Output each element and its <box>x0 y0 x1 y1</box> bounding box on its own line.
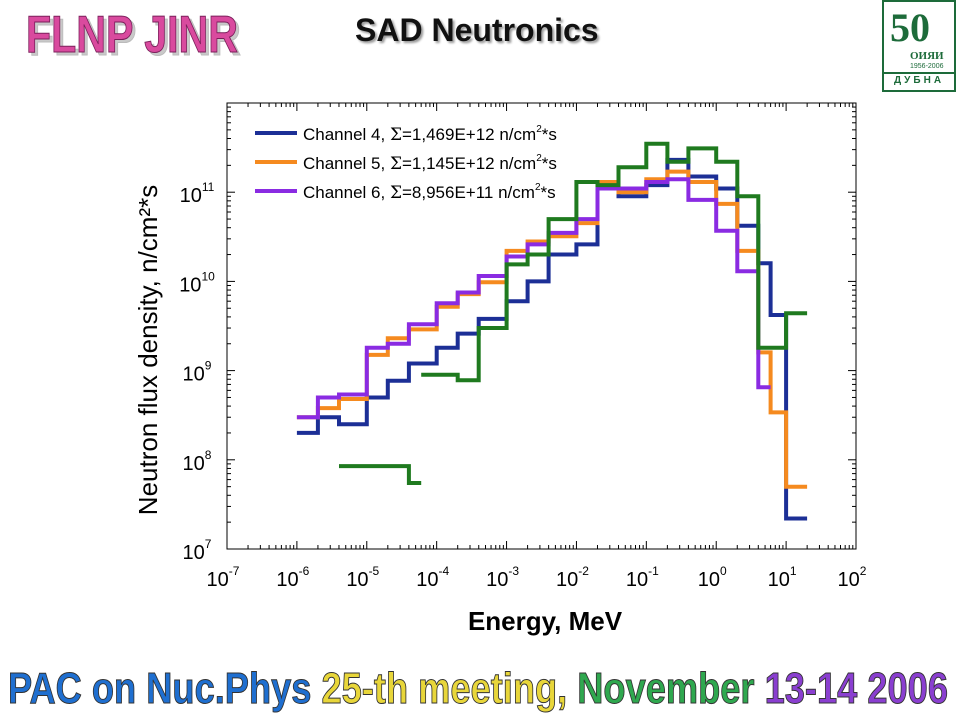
legend-sigma: Σ <box>390 125 402 145</box>
legend-unit: *s <box>541 183 556 202</box>
series-group <box>296 141 808 521</box>
x-tick-exponent: -3 <box>508 564 519 578</box>
legend-channel: Channel 6, <box>303 183 390 202</box>
y-axis-label: Neutron flux density, n/cm²*s <box>133 185 163 515</box>
x-tick-exponent: 0 <box>720 564 727 578</box>
neutron-flux-chart: 10-7 10-6 10-5 10-4 10-3 10-2 10-1 100 101 102 10… <box>133 102 867 636</box>
x-tick-exponent: -1 <box>648 564 659 578</box>
legend-channel: Channel 5, <box>303 154 390 173</box>
x-tick-label: 10-6 <box>276 564 309 591</box>
x-tick-label: 10-7 <box>207 564 240 591</box>
legend-value: =1,145E+12 n/cm <box>402 154 536 173</box>
x-axis-label: Energy, MeV <box>468 606 623 636</box>
y-tick-label: 1011 <box>180 180 215 207</box>
x-tick-label: 10-1 <box>626 564 659 591</box>
x-tick-labels: 10-7 10-6 10-5 10-4 10-3 10-2 10-1 100 101 102 <box>207 564 867 591</box>
x-tick-label: 102 <box>838 564 867 591</box>
y-tick-label: 1010 <box>179 269 215 296</box>
x-tick-label: 101 <box>768 564 797 591</box>
y-tick-exponent: 7 <box>205 537 212 551</box>
jinr-50-anniversary-logo: 50 ОИЯИ 1956-2006 ДУБНА <box>882 0 956 92</box>
legend-entry: Channel 4, Σ=1,469E+12 n/cm2*s <box>303 124 557 145</box>
footer-banner: PAC on Nuc.Phys 25-th meeting, November … <box>8 664 949 714</box>
anniversary-org: ОИЯИ <box>910 50 944 62</box>
y-tick-label: 107 <box>183 537 212 564</box>
x-tick-exponent: -7 <box>229 564 240 578</box>
plot-area-border <box>226 102 857 550</box>
x-tick-exponent: -5 <box>369 564 380 578</box>
footer-text: PAC on Nuc.Phys 25-th meeting, November … <box>8 664 948 713</box>
slide-title: SAD Neutronics <box>355 12 599 48</box>
series-line-4 <box>339 464 422 485</box>
legend-superscript: 2 <box>535 182 541 193</box>
anniversary-years: 1956-2006 <box>910 63 944 70</box>
x-tick-label: 10-3 <box>486 564 519 591</box>
y-tick-exponent: 10 <box>201 269 215 283</box>
anniversary-city: ДУБНА <box>884 72 954 90</box>
legend-sigma: Σ <box>390 154 402 174</box>
anniversary-number: 50 <box>890 5 930 50</box>
y-tick-exponent: 8 <box>205 448 212 462</box>
plot-frame <box>226 102 857 550</box>
logo-text: FLNP JINR <box>26 6 238 64</box>
legend-channel: Channel 4, <box>303 125 390 144</box>
x-tick-exponent: -2 <box>578 564 589 578</box>
legend-entry: Channel 5, Σ=1,145E+12 n/cm2*s <box>303 153 557 174</box>
x-tick-label: 100 <box>698 564 727 591</box>
y-tick-exponent: 11 <box>202 180 215 194</box>
legend-unit: *s <box>542 154 557 173</box>
series-line-4 <box>421 141 808 383</box>
footer-segment-1: PAC on Nuc.Phys <box>8 664 321 713</box>
x-tick-label: 10-2 <box>556 564 589 591</box>
logo-shadow-text: FLNP JINR <box>29 9 241 64</box>
x-tick-label: 10-4 <box>416 564 449 591</box>
x-tick-exponent: 2 <box>860 564 867 578</box>
legend-superscript: 2 <box>536 124 542 135</box>
x-tick-label: 10-5 <box>346 564 379 591</box>
series-line-3 <box>296 177 771 420</box>
x-tick-exponent: 1 <box>790 564 797 578</box>
legend-superscript: 2 <box>536 153 542 164</box>
y-tick-exponent: 9 <box>205 359 212 373</box>
footer-segment-2: 25-th meeting, <box>321 664 577 713</box>
legend-value: =8,956E+11 n/cm <box>402 183 535 202</box>
footer-segment-3: November <box>577 664 764 713</box>
flnp-jinr-logo: FLNP JINR FLNP JINR <box>26 6 242 65</box>
footer-segment-4: 13-14 2006 <box>765 664 948 713</box>
y-tick-label: 109 <box>183 359 212 386</box>
legend-value: =1,469E+12 n/cm <box>402 125 536 144</box>
x-tick-exponent: -4 <box>438 564 449 578</box>
legend-entry: Channel 6, Σ=8,956E+11 n/cm2*s <box>303 182 556 203</box>
legend-unit: *s <box>542 125 557 144</box>
legend-sigma: Σ <box>390 183 402 203</box>
y-tick-label: 108 <box>183 448 212 475</box>
x-tick-exponent: -6 <box>299 564 310 578</box>
axis-ticks <box>226 102 857 550</box>
